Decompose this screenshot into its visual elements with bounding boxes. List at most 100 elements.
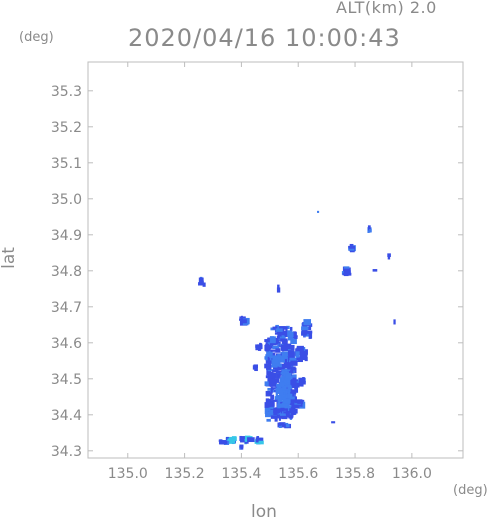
echo-cell (239, 315, 250, 326)
echo-pixel (296, 346, 303, 351)
echo-pixel (280, 413, 286, 416)
echo-pixel (266, 350, 273, 357)
echo-cell (331, 421, 336, 424)
echo-cell (348, 243, 356, 253)
echo-pixel (265, 398, 270, 404)
echo-pixel (279, 388, 286, 395)
echo-pixel (283, 331, 291, 335)
y-tick-label: 34.9 (51, 228, 82, 244)
echo-pixel (285, 373, 292, 379)
echo-pixel (278, 422, 281, 426)
echo-pixel (290, 360, 298, 366)
echo-cell (393, 319, 396, 325)
echo-pixel (272, 372, 280, 379)
echo-pixel (284, 358, 287, 363)
echo-pixel (289, 377, 297, 381)
echo-pixel (274, 411, 280, 414)
echo-cell (270, 324, 298, 340)
echo-pixel (218, 439, 222, 442)
echo-pixel (275, 391, 279, 398)
echo-pixel (283, 362, 292, 369)
echo-pixel (256, 344, 263, 349)
echo-pixel (265, 375, 269, 379)
echo-pixel (270, 349, 279, 352)
echo-pixel (292, 332, 297, 338)
echo-pixel (271, 378, 280, 383)
echo-pixel (265, 390, 272, 397)
echo-pixel (331, 421, 336, 424)
echo-pixel (285, 326, 288, 332)
echo-pixel (289, 353, 294, 357)
echo-layer (198, 210, 396, 450)
echo-pixel (266, 364, 272, 370)
echo-pixel (270, 386, 273, 394)
y-tick-label: 34.4 (51, 408, 82, 424)
echo-pixel (264, 402, 271, 408)
altitude-label: ALT(km) 2.0 (336, 0, 437, 17)
echo-pixel (267, 369, 276, 372)
echo-pixel (343, 266, 350, 269)
echo-pixel (288, 389, 291, 393)
echo-pixel (267, 371, 274, 379)
echo-pixel (308, 332, 312, 339)
echo-pixel (344, 270, 351, 276)
echo-pixel (293, 408, 298, 414)
plot-frame (87, 61, 464, 459)
echo-pixel (288, 389, 295, 396)
echo-pixel (272, 326, 278, 330)
echo-pixel (293, 400, 301, 403)
echo-pixel (275, 364, 283, 371)
echo-pixel (279, 382, 285, 387)
echo-pixel (290, 338, 297, 345)
echo-pixel (271, 359, 279, 364)
x-axis-label: lon (251, 502, 277, 522)
echo-pixel (278, 335, 282, 342)
echo-pixel (277, 331, 282, 337)
echo-pixel (295, 382, 302, 386)
echo-pixel (265, 348, 270, 352)
echo-pixel (269, 380, 277, 387)
echo-pixel (287, 384, 293, 390)
echo-pixel (272, 399, 279, 402)
echo-pixel (222, 440, 228, 445)
y-tick-label: 35.1 (51, 156, 82, 172)
echo-pixel (295, 351, 300, 358)
echo-cell (290, 377, 306, 388)
echo-pixel (275, 348, 281, 353)
echo-pixel (293, 402, 300, 409)
echo-pixel (273, 366, 278, 370)
echo-pixel (285, 386, 288, 391)
echo-pixel (281, 332, 286, 339)
echo-pixel (349, 246, 355, 249)
x-tick-label: 135.2 (165, 466, 205, 482)
echo-pixel (264, 344, 271, 351)
echo-pixel (393, 319, 396, 325)
echo-pixel (289, 396, 297, 404)
echo-pixel (303, 333, 310, 337)
echo-pixel (288, 411, 293, 419)
echo-pixel (274, 396, 280, 402)
echo-pixel (279, 393, 286, 400)
echo-pixel (258, 437, 264, 444)
echo-pixel (277, 403, 283, 410)
echo-pixel (276, 335, 280, 339)
echo-pixel (240, 436, 246, 439)
echo-cell (275, 368, 293, 411)
echo-pixel (255, 437, 259, 443)
echo-pixel (279, 389, 283, 396)
echo-pixel (285, 410, 292, 415)
y-unit-label: (deg) (19, 30, 54, 45)
echo-cell (372, 269, 378, 272)
echo-cell (387, 253, 391, 260)
echo-pixel (300, 350, 308, 357)
echo-pixel (278, 326, 286, 330)
echo-pixel (293, 390, 297, 395)
echo-pixel (244, 317, 250, 325)
echo-pixel (287, 355, 293, 361)
y-tick-label: 34.5 (51, 372, 82, 388)
echo-pixel (301, 328, 308, 335)
echo-pixel (273, 361, 279, 366)
echo-pixel (282, 385, 287, 391)
x-tick-label: 136.0 (392, 466, 432, 482)
echo-pixel (280, 403, 288, 409)
